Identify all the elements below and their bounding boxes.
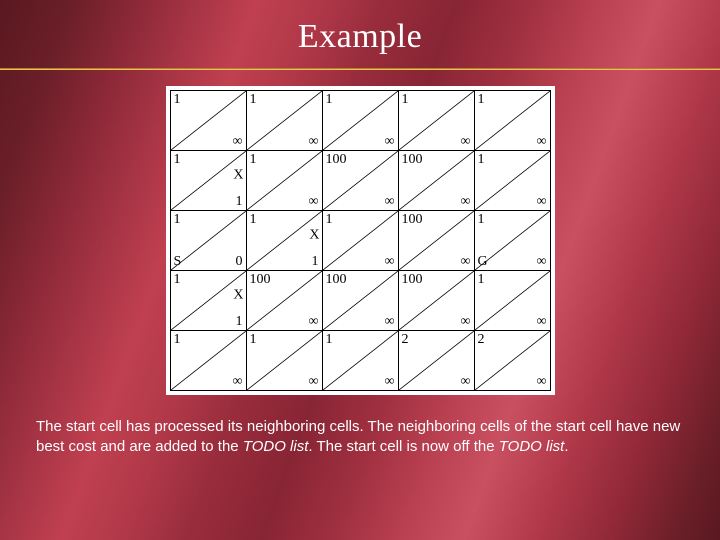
- cell-cost: 1: [326, 332, 333, 348]
- cell-cost: 1: [174, 92, 181, 108]
- grid-cell: 1∞: [170, 331, 246, 391]
- cell-bestcost: ∞: [385, 134, 395, 150]
- cell-cost: 1: [402, 92, 409, 108]
- cell-cost: 1: [326, 212, 333, 228]
- cell-bestcost: ∞: [537, 194, 547, 210]
- cell-bestcost: ∞: [461, 314, 471, 330]
- cell-bestcost: ∞: [461, 374, 471, 390]
- grid-cell: 1 X 1: [170, 151, 246, 211]
- grid-cell: 1∞: [474, 91, 550, 151]
- cell-bestcost: ∞: [385, 314, 395, 330]
- pathfinding-grid: 1∞1∞1∞1∞1∞1X11∞100∞100∞1∞1S01X11∞100∞1G∞…: [166, 86, 555, 395]
- grid-cell: 1 S 0: [170, 211, 246, 271]
- grid-cell: 1∞: [246, 151, 322, 211]
- cell-marker: X: [309, 227, 319, 243]
- cell-cost: 2: [402, 332, 409, 348]
- cell-cost: 1: [250, 332, 257, 348]
- grid-cell: 1∞: [398, 91, 474, 151]
- cell-label: S: [174, 254, 182, 270]
- cell-cost: 100: [402, 212, 423, 228]
- cell-cost: 1: [478, 92, 485, 108]
- cell-bestcost: ∞: [309, 374, 319, 390]
- cell-bestcost: 1: [236, 314, 243, 330]
- cell-bestcost: ∞: [385, 194, 395, 210]
- cell-diagonal: [171, 211, 246, 270]
- cell-cost: 1: [250, 152, 257, 168]
- cell-bestcost: ∞: [309, 194, 319, 210]
- cell-cost: 100: [402, 272, 423, 288]
- grid-cell: 100 ∞: [398, 151, 474, 211]
- cell-bestcost: ∞: [537, 254, 547, 270]
- cell-bestcost: ∞: [385, 374, 395, 390]
- grid-cell: 1∞: [474, 271, 550, 331]
- grid-cell: 1∞: [322, 91, 398, 151]
- cell-cost: 100: [402, 152, 423, 168]
- cell-cost: 1: [478, 152, 485, 168]
- cell-bestcost: ∞: [537, 374, 547, 390]
- cell-bestcost: 0: [236, 254, 243, 270]
- grid-cell: 100 ∞: [398, 211, 474, 271]
- grid-cell: 100 ∞: [322, 151, 398, 211]
- grid-cell: 100 ∞: [246, 271, 322, 331]
- title-rule: [0, 68, 720, 70]
- grid-cell: 1∞: [474, 151, 550, 211]
- cell-cost: 1: [174, 332, 181, 348]
- cell-bestcost: 1: [312, 254, 319, 270]
- grid-cell: 100 ∞: [322, 271, 398, 331]
- cell-bestcost: ∞: [233, 134, 243, 150]
- cell-cost: 100: [326, 272, 347, 288]
- cell-cost: 1: [326, 92, 333, 108]
- cell-bestcost: ∞: [309, 134, 319, 150]
- grid-cell: 1∞: [322, 211, 398, 271]
- cell-cost: 100: [326, 152, 347, 168]
- grid-cell: 2∞: [474, 331, 550, 391]
- cell-bestcost: ∞: [385, 254, 395, 270]
- cell-bestcost: ∞: [461, 254, 471, 270]
- cell-bestcost: ∞: [461, 194, 471, 210]
- cell-cost: 1: [478, 272, 485, 288]
- grid-cell: 2∞: [398, 331, 474, 391]
- cell-marker: X: [233, 287, 243, 303]
- cell-cost: 1: [174, 152, 181, 168]
- cell-cost: 1: [174, 212, 181, 228]
- cell-cost: 1: [478, 212, 485, 228]
- cell-marker: X: [233, 167, 243, 183]
- cell-cost: 1: [250, 212, 257, 228]
- grid-container: 1∞1∞1∞1∞1∞1X11∞100∞100∞1∞1S01X11∞100∞1G∞…: [0, 86, 720, 395]
- cell-bestcost: ∞: [537, 314, 547, 330]
- cell-bestcost: ∞: [233, 374, 243, 390]
- cell-cost: 100: [250, 272, 271, 288]
- grid-cell: 1∞: [170, 91, 246, 151]
- grid-cell: 1 X 1: [246, 211, 322, 271]
- grid-cell: 1∞: [246, 91, 322, 151]
- cell-label: G: [478, 254, 488, 270]
- grid-cell: 1∞: [322, 331, 398, 391]
- cell-cost: 1: [250, 92, 257, 108]
- slide-caption: The start cell has processed its neighbo…: [0, 395, 720, 458]
- cell-bestcost: ∞: [461, 134, 471, 150]
- cell-bestcost: 1: [236, 194, 243, 210]
- cell-cost: 2: [478, 332, 485, 348]
- cell-cost: 1: [174, 272, 181, 288]
- grid-cell: 100 ∞: [398, 271, 474, 331]
- slide-title: Example: [0, 0, 720, 68]
- grid-cell: 1 G ∞: [474, 211, 550, 271]
- cell-bestcost: ∞: [537, 134, 547, 150]
- grid-cell: 1∞: [246, 331, 322, 391]
- grid-table: 1∞1∞1∞1∞1∞1X11∞100∞100∞1∞1S01X11∞100∞1G∞…: [170, 90, 551, 391]
- grid-cell: 1 X 1: [170, 271, 246, 331]
- cell-bestcost: ∞: [309, 314, 319, 330]
